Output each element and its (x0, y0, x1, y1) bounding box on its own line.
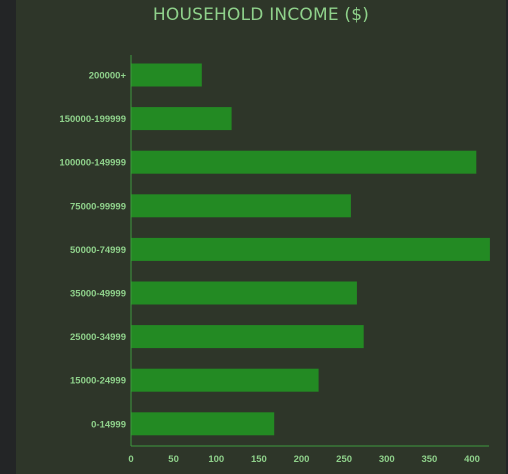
category-label: 200000+ (89, 71, 127, 82)
bar-200000+ (131, 63, 202, 87)
x-tick-label: 100 (208, 454, 224, 465)
category-label: 15000-24999 (70, 376, 126, 387)
category-label: 25000-34999 (70, 332, 126, 343)
x-tick-label: 50 (168, 454, 179, 465)
bar-100000-149999 (131, 150, 477, 174)
bar-15000-24999 (131, 368, 319, 392)
x-tick-label: 350 (421, 454, 437, 465)
bar-50000-74999 (131, 237, 490, 261)
x-tick-label: 250 (336, 454, 352, 465)
bar-25000-34999 (131, 325, 364, 349)
bar-75000-99999 (131, 194, 351, 218)
x-tick-label: 400 (464, 454, 480, 465)
x-tick-label: 200 (294, 454, 310, 465)
category-label: 35000-49999 (70, 289, 126, 300)
x-tick-label: 300 (379, 454, 395, 465)
category-label: 75000-99999 (70, 201, 126, 212)
category-label: 100000-149999 (59, 158, 126, 169)
bar-35000-49999 (131, 281, 357, 305)
category-label: 150000-199999 (59, 114, 126, 125)
chart-panel (16, 0, 506, 474)
category-labels-group: 200000+ 150000-199999 100000-149999 75000-9… (59, 71, 126, 431)
category-label: 50000-74999 (70, 245, 126, 256)
bar-150000-199999 (131, 107, 232, 131)
bars-group (131, 63, 490, 436)
tick-labels-group: 0 50 100 150 200 250 300 350 400 (128, 454, 480, 465)
bar-0-14999 (131, 412, 275, 436)
x-tick-label: 0 (128, 454, 133, 465)
category-label: 0-14999 (91, 419, 126, 430)
chart-title: HOUSEHOLD INCOME ($) (152, 5, 370, 25)
x-tick-label: 150 (251, 454, 267, 465)
